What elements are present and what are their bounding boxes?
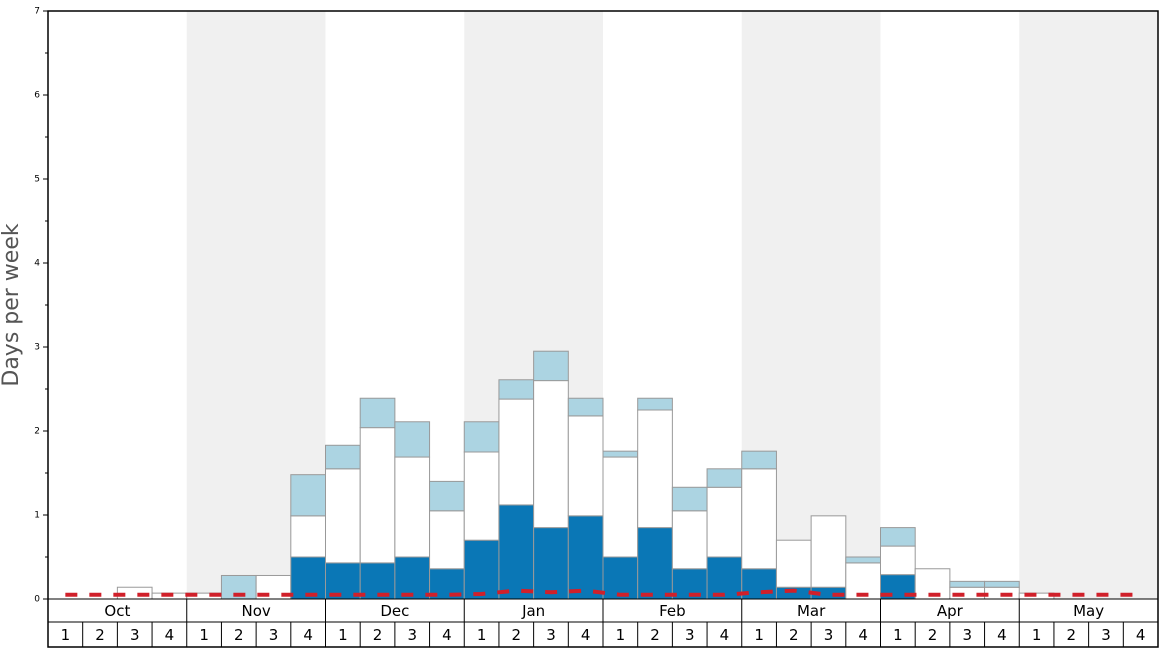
week-label: 1 (893, 626, 903, 644)
bar-segment (671, 510, 708, 570)
week-label: 3 (407, 626, 417, 644)
y-tick-label: 4 (34, 259, 40, 269)
bar-segment (880, 545, 916, 576)
week-label: 4 (1136, 626, 1146, 644)
bar-segment (359, 397, 396, 429)
week-label: 1 (616, 626, 626, 644)
bar-segment (637, 409, 673, 529)
bar-segment (671, 486, 708, 512)
bar-segment (533, 527, 569, 600)
bar-segment (602, 456, 639, 558)
week-label: 4 (720, 626, 730, 644)
week-label: 4 (858, 626, 868, 644)
week-label: 2 (95, 626, 105, 644)
month-label: May (1073, 602, 1104, 620)
bar-segment (637, 397, 673, 411)
week-label: 1 (338, 626, 348, 644)
week-label: 2 (928, 626, 938, 644)
bar-segment (533, 380, 569, 529)
week-label: 3 (962, 626, 972, 644)
week-label: 1 (199, 626, 209, 644)
month-label: Mar (797, 602, 826, 620)
bar-segment (359, 427, 396, 564)
bar-segment (706, 468, 743, 488)
bar-segment (637, 527, 673, 600)
week-label: 3 (1101, 626, 1111, 644)
bar-segment (706, 556, 743, 600)
bar-segment (290, 556, 326, 600)
bar-segment (602, 556, 639, 600)
month-label: Nov (241, 602, 270, 620)
month-shade (1019, 11, 1158, 599)
week-label: 3 (685, 626, 695, 644)
bar-segment (567, 397, 604, 417)
bar-segment (533, 350, 569, 382)
bar-segment (290, 515, 326, 558)
bar-segment (602, 450, 639, 458)
y-tick-label: 7 (34, 7, 40, 17)
week-label: 4 (997, 626, 1007, 644)
week-label: 1 (1032, 626, 1042, 644)
average-line (65, 588, 1141, 597)
week-label: 2 (373, 626, 383, 644)
y-tick-label: 0 (34, 595, 40, 605)
week-label: 3 (130, 626, 140, 644)
y-tick-label: 2 (34, 427, 40, 437)
bar-segment (984, 580, 1020, 588)
bar-segment (394, 421, 431, 458)
bar-segment (429, 480, 465, 512)
bar-segment (567, 415, 604, 517)
week-label: 4 (303, 626, 313, 644)
week-label: 3 (269, 626, 279, 644)
bar-segment (567, 515, 604, 600)
week-label: 2 (512, 626, 522, 644)
bar-segment (741, 468, 777, 570)
bar-segment (810, 515, 847, 588)
week-label: 1 (754, 626, 764, 644)
bar-segment (880, 527, 916, 547)
bar-segment (325, 444, 361, 470)
week-label: 2 (1067, 626, 1077, 644)
y-tick-label: 1 (34, 511, 40, 521)
month-label: Feb (659, 602, 686, 620)
bar-segment (498, 504, 535, 600)
month-label: Apr (937, 602, 964, 620)
bar-segment (463, 451, 500, 541)
y-tick-label: 3 (34, 343, 40, 353)
week-label: 4 (165, 626, 175, 644)
bar-segment (325, 468, 361, 564)
y-tick-label: 6 (34, 91, 40, 101)
bar-segment (463, 539, 500, 600)
week-label: 1 (61, 626, 71, 644)
week-label: 3 (546, 626, 556, 644)
bar-segment (845, 556, 881, 564)
week-label: 2 (650, 626, 660, 644)
bar-segment (429, 510, 465, 570)
bar-segment (498, 398, 535, 506)
bar-segment (741, 450, 777, 470)
week-label: 4 (442, 626, 452, 644)
week-label: 3 (824, 626, 834, 644)
month-label: Jan (521, 602, 545, 620)
bar-segment (914, 568, 951, 600)
month-label: Dec (380, 602, 409, 620)
week-label: 1 (477, 626, 487, 644)
bar-segment (394, 456, 431, 558)
bar-segment (949, 580, 986, 588)
bar-segment (394, 556, 431, 600)
bar-segment (706, 486, 743, 558)
week-label: 4 (581, 626, 591, 644)
week-label: 2 (234, 626, 244, 644)
bar-segment (290, 474, 326, 517)
y-tick-label: 5 (34, 175, 40, 185)
bar-segment (775, 539, 812, 588)
week-label: 2 (789, 626, 799, 644)
bar-segment (463, 421, 500, 453)
bar-segment (498, 379, 535, 400)
month-label: Oct (104, 602, 130, 620)
y-axis-label: Days per week (0, 223, 24, 386)
